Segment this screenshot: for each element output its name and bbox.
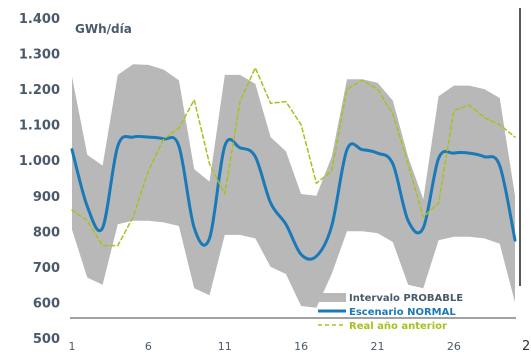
series-normal-line (70, 134, 517, 261)
y-tick-label: 1.000 (19, 154, 60, 169)
y-tick-label: 600 (33, 296, 60, 311)
legend-normal-label: Escenario NORMAL (349, 307, 456, 318)
y-tick-label: 1.400 (19, 12, 60, 27)
x-tick-label: 1 (69, 340, 76, 353)
series-real-line (71, 67, 516, 247)
legend: Intervalo PROBABLE Escenario NORMAL Real… (318, 293, 463, 332)
x-tick-label: 16 (294, 340, 308, 353)
legend-band-swatch (318, 293, 346, 302)
y-tick-label: 700 (33, 261, 60, 276)
axes (70, 8, 521, 319)
y-tick-labels: 1.400 1.300 1.200 1.100 1.000 900 800 700 600 500 (19, 12, 60, 347)
y-tick-label: 500 (33, 332, 60, 347)
y-tick-label: 1.100 (19, 119, 60, 134)
y-tick-label: 1.200 (19, 83, 60, 98)
y-axis-unit-label: GWh/día (75, 22, 132, 36)
x-tick-label: 6 (145, 340, 152, 353)
series-lines (70, 67, 517, 261)
legend-real-label: Real año anterior (349, 321, 447, 332)
band-area (72, 64, 515, 308)
x-tick-labels: 1 6 11 16 21 26 (69, 340, 461, 353)
probable-interval-band (72, 64, 515, 308)
y-tick-label: 1.300 (19, 48, 60, 63)
y-tick-label: 800 (33, 225, 60, 240)
x-tick-label: 11 (218, 340, 232, 353)
legend-band-label: Intervalo PROBABLE (349, 293, 463, 304)
x-tick-label: 26 (447, 340, 461, 353)
x-tick-label: 21 (371, 340, 385, 353)
edge-label: 2 (522, 339, 530, 353)
y-tick-label: 900 (33, 190, 60, 205)
